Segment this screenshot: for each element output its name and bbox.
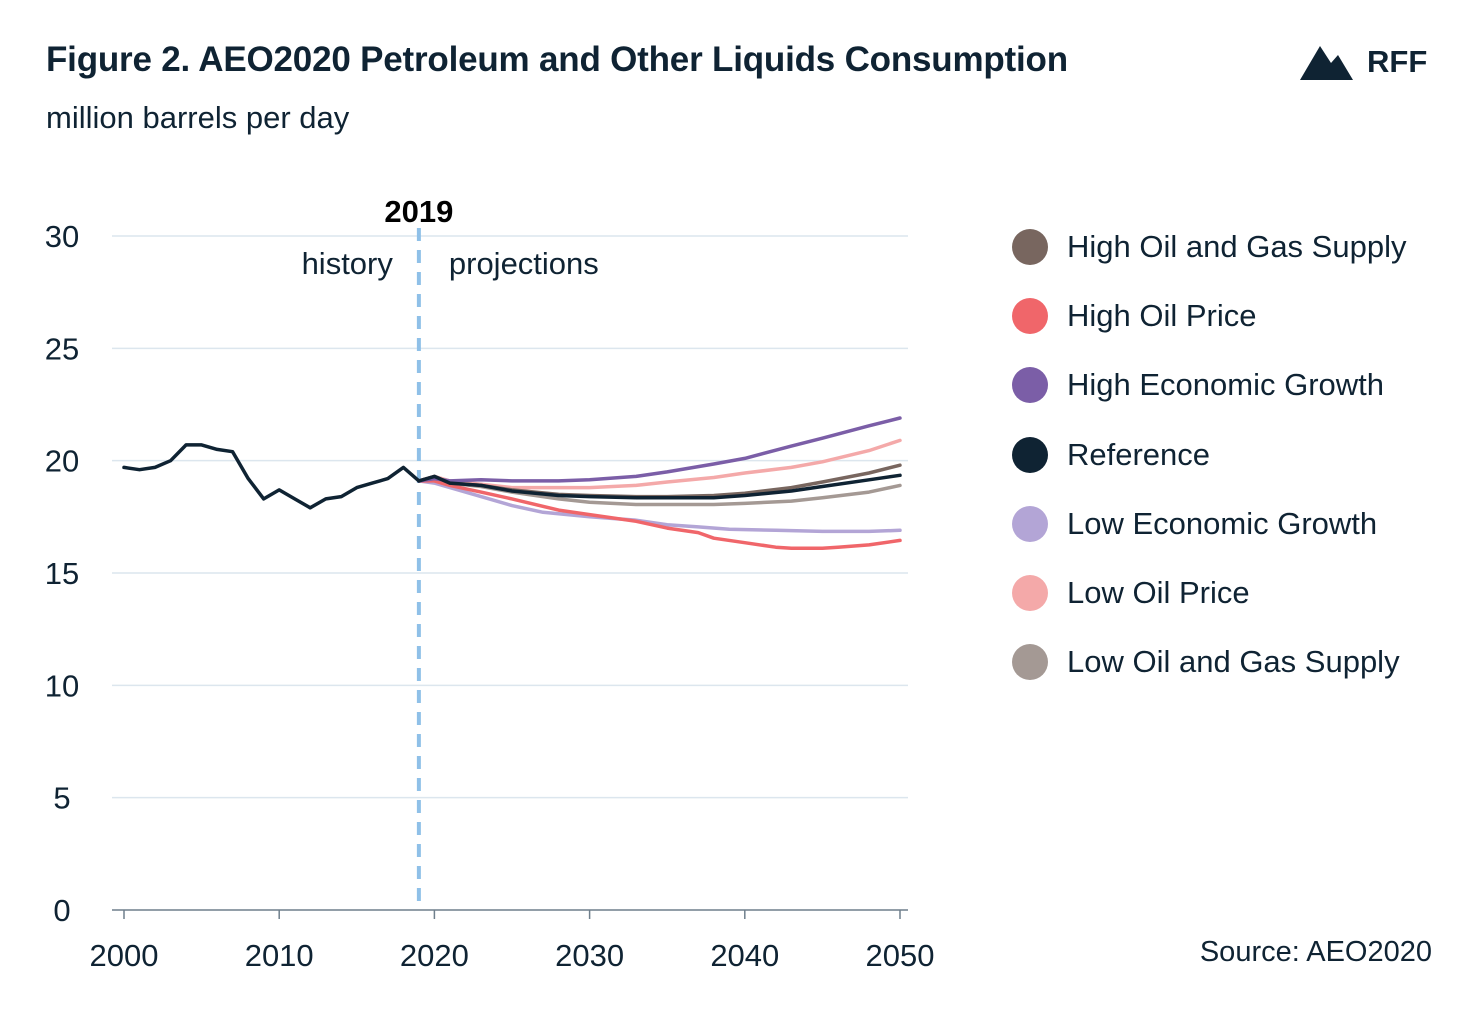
x-tick-label: 2040 — [710, 938, 779, 973]
legend-swatch — [1012, 367, 1048, 404]
chart-subtitle: million barrels per day — [46, 100, 350, 135]
x-tick-label: 2020 — [400, 938, 469, 973]
legend-label: Low Economic Growth — [1067, 505, 1378, 541]
legend-item: Low Oil and Gas Supply — [1012, 628, 1472, 697]
y-tick-label: 5 — [53, 781, 70, 816]
legend-item: Low Economic Growth — [1012, 489, 1472, 558]
x-tick-label: 2000 — [90, 938, 159, 973]
rff-mountain-icon — [1300, 46, 1353, 80]
legend-label: High Oil Price — [1067, 297, 1257, 333]
series-line-high-economic-growth — [417, 416, 902, 483]
series-line-high-oil-price — [417, 479, 902, 551]
source-note: Source: AEO2020 — [1199, 936, 1432, 968]
x-tick-label: 2010 — [245, 938, 314, 973]
legend-swatch — [1012, 436, 1048, 473]
series-line-reference — [417, 473, 902, 500]
legend-item: High Oil Price — [1012, 281, 1472, 350]
y-tick-label: 15 — [45, 556, 79, 591]
legend-item: Low Oil Price — [1012, 558, 1472, 627]
y-tick-label: 0 — [53, 893, 70, 928]
x-tick-label: 2050 — [866, 938, 935, 973]
y-tick-label: 25 — [45, 331, 79, 366]
x-tick-label: 2030 — [555, 938, 624, 973]
history-line — [122, 443, 421, 510]
legend-swatch — [1012, 575, 1048, 612]
legend-swatch — [1012, 228, 1048, 265]
rff-logo-text: RFF — [1367, 44, 1428, 79]
legend-item: High Economic Growth — [1012, 351, 1472, 420]
line-chart: 0 5 10 15 20 25 30 2000 2010 2020 2030 2040 2050 2019… — [45, 194, 935, 973]
legend-item: Reference — [1012, 420, 1472, 489]
legend-swatch — [1012, 505, 1048, 542]
y-tick-label: 30 — [45, 219, 79, 254]
history-label: history — [302, 246, 394, 281]
y-tick-label: 10 — [45, 668, 79, 703]
legend-label: Low Oil and Gas Supply — [1067, 644, 1400, 680]
projections-label: projections — [449, 246, 599, 281]
legend-label: High Oil and Gas Supply — [1067, 228, 1407, 264]
page-title: Figure 2. AEO2020 Petroleum and Other Li… — [46, 40, 1068, 79]
y-tick-label: 20 — [45, 444, 79, 479]
divider-year-label: 2019 — [384, 194, 453, 229]
legend-label: Low Oil Price — [1067, 575, 1250, 611]
chart-legend: High Oil and Gas Supply High Oil Price Hig… — [1012, 212, 1472, 697]
legend-label: High Economic Growth — [1067, 367, 1385, 403]
legend-label: Reference — [1067, 436, 1211, 472]
legend-item: High Oil and Gas Supply — [1012, 212, 1472, 281]
legend-swatch — [1012, 297, 1048, 334]
legend-swatch — [1012, 644, 1048, 681]
